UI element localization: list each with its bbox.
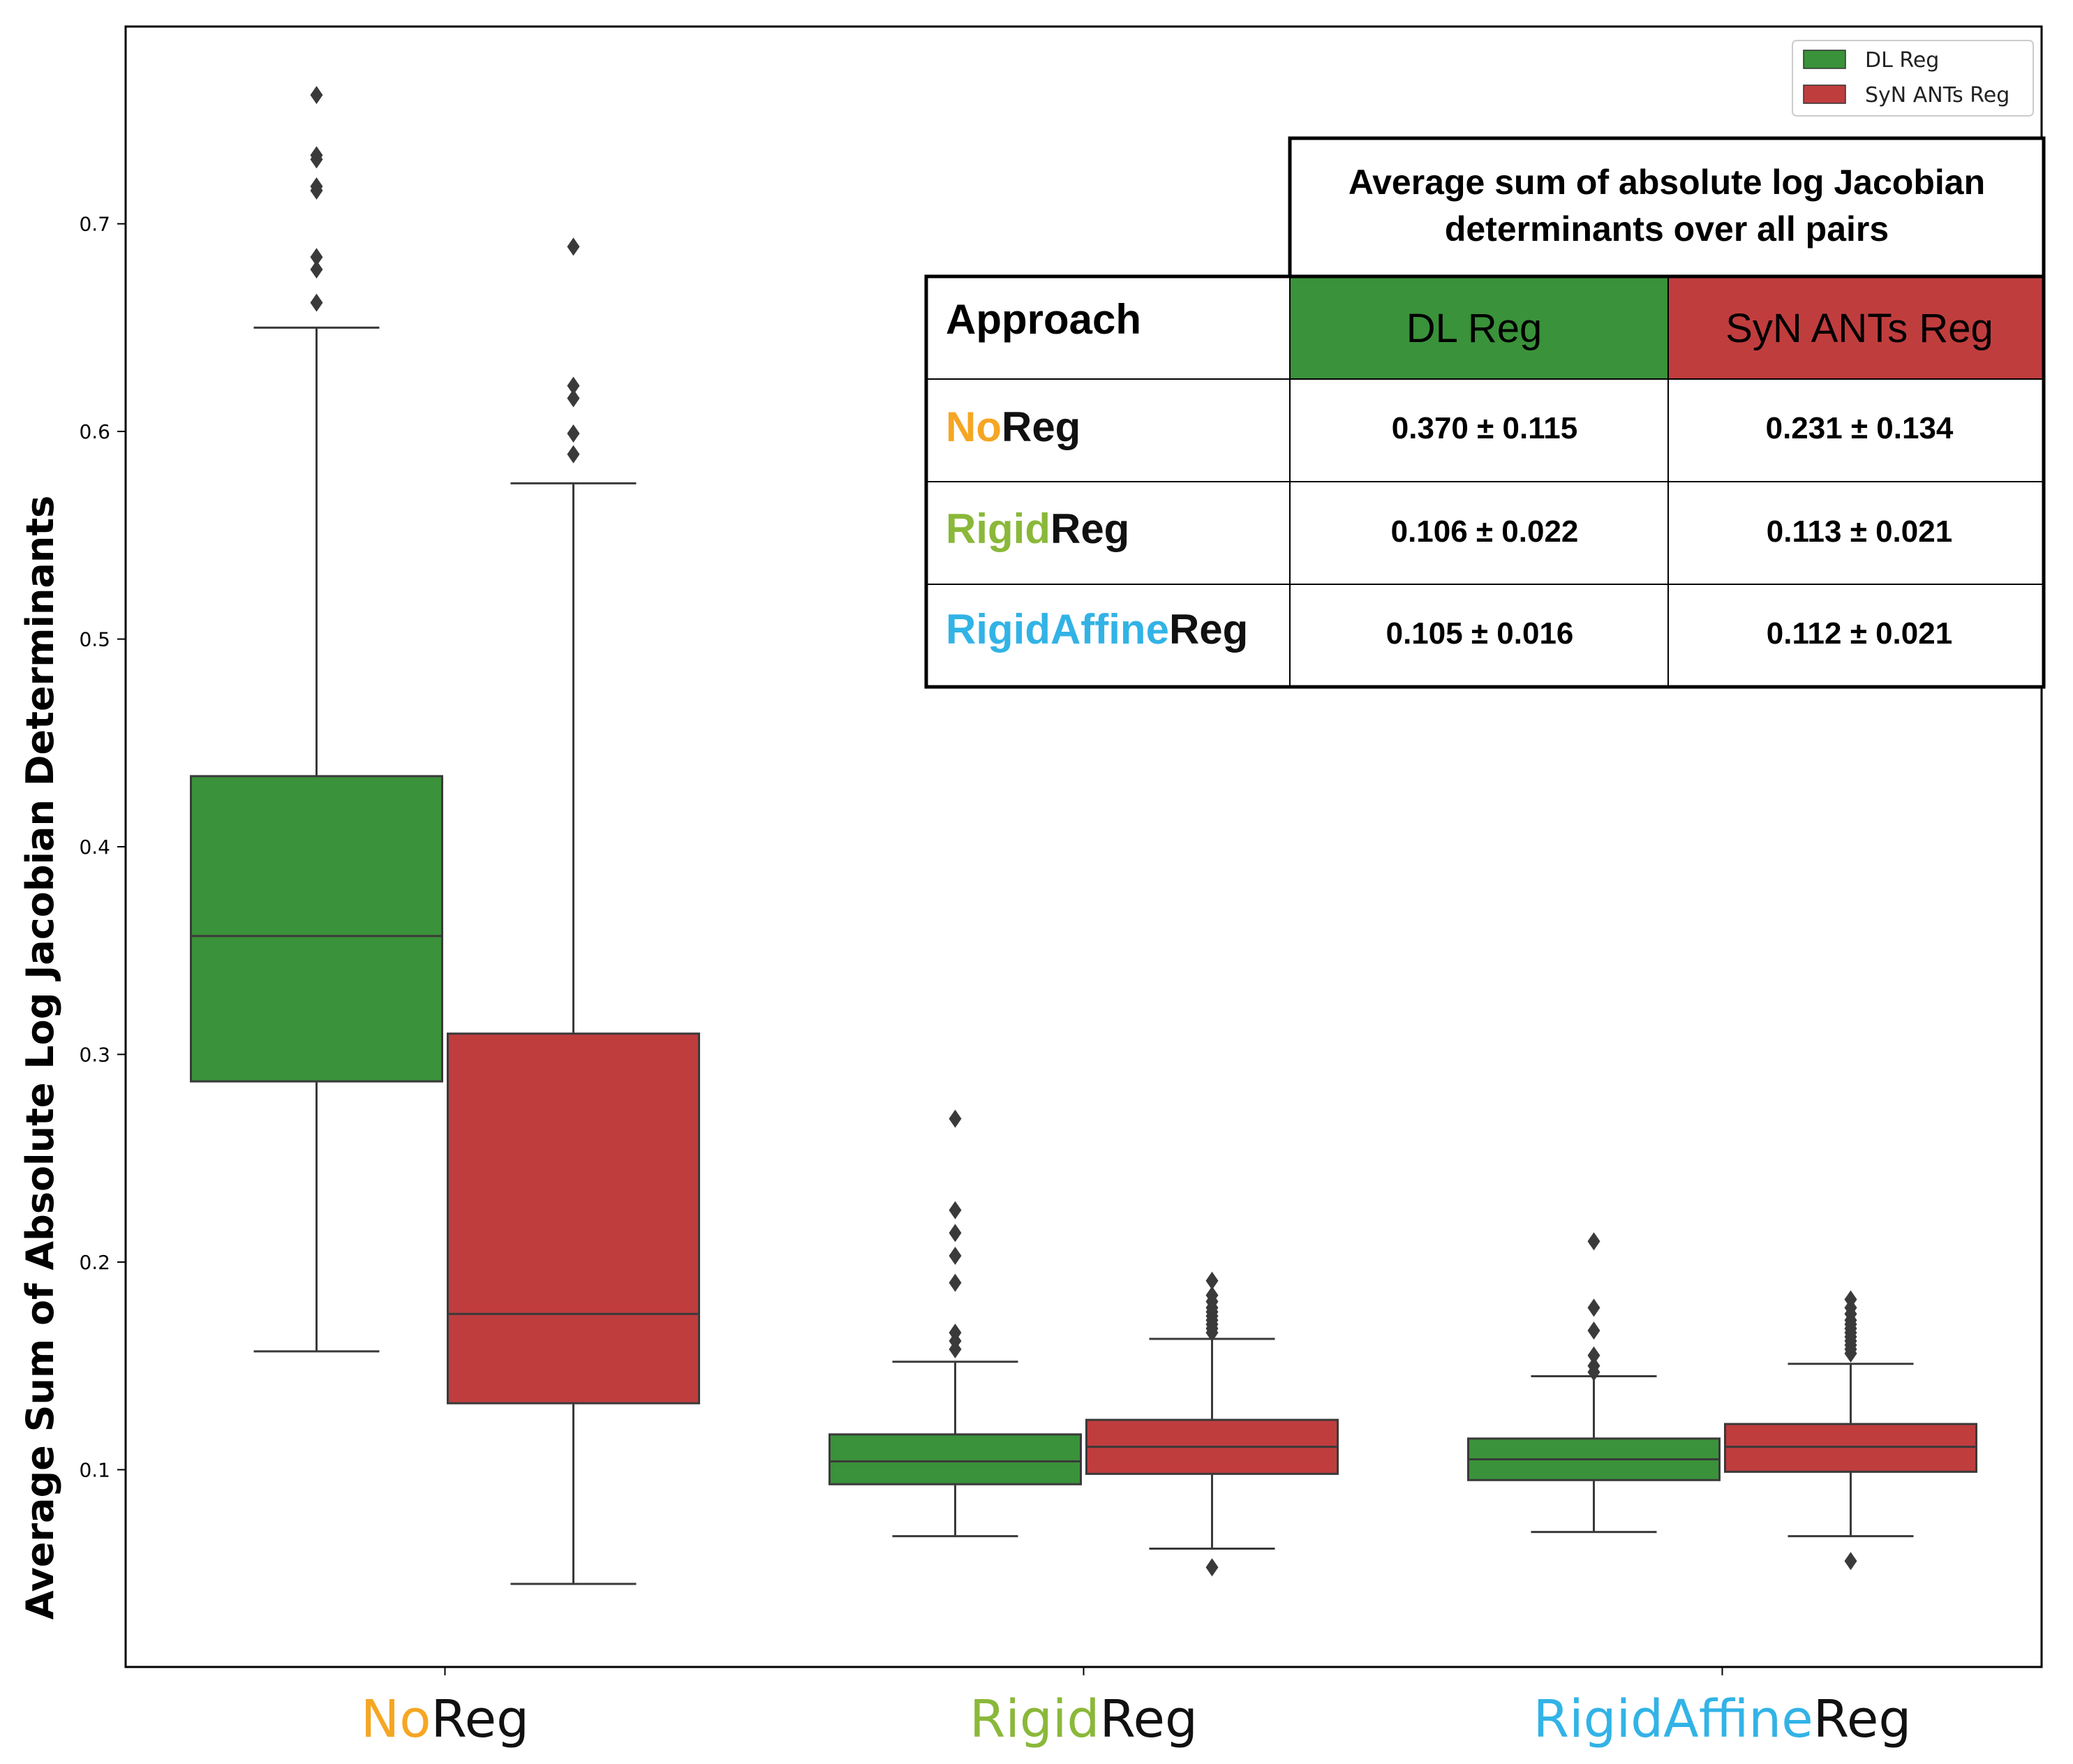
table-title-line-2: determinants over all pairs bbox=[1445, 209, 1889, 249]
y-tick-label: 0.6 bbox=[79, 420, 110, 443]
outlier-point bbox=[949, 1340, 962, 1358]
outlier-point bbox=[310, 181, 323, 200]
box-iqr bbox=[190, 775, 443, 1083]
x-tick-label-part: Rigid bbox=[969, 1689, 1099, 1749]
table-value-rigidaffinereg-syn-ants-reg: 0.112 ± 0.021 bbox=[1767, 616, 1952, 651]
x-tick-label-noreg: NoReg bbox=[361, 1689, 529, 1749]
table-col-header-syn-ants-reg: SyN ANTs Reg bbox=[1725, 306, 1993, 351]
table-header-approach-cell bbox=[926, 276, 1291, 380]
table-col-header-dl-reg-cell bbox=[1289, 276, 1669, 380]
table-row-label-rigidreg: RigidReg bbox=[946, 505, 1129, 552]
outlier-point bbox=[1844, 1344, 1857, 1363]
legend-box bbox=[1792, 40, 2034, 117]
outlier-point bbox=[567, 237, 580, 256]
legend-swatch-syn-ants-reg bbox=[1803, 84, 1846, 104]
table-value-noreg-dl-reg: 0.370 ± 0.115 bbox=[1392, 411, 1577, 445]
table-row-label-cell bbox=[926, 584, 1291, 688]
box-iqr bbox=[829, 1433, 1082, 1485]
table-body-border bbox=[924, 274, 2046, 689]
legend: DL Reg SyN ANTs Reg bbox=[1792, 40, 2034, 117]
outlier-point bbox=[567, 445, 580, 464]
table-value-rigidreg-syn-ants-reg: 0.113 ± 0.021 bbox=[1767, 514, 1952, 549]
table-value-noreg-syn-ants-reg: 0.231 ± 0.134 bbox=[1766, 411, 1954, 445]
outlier-point bbox=[1587, 1363, 1600, 1381]
x-tick-label-part: RigidAffine bbox=[1533, 1689, 1813, 1749]
box-iqr bbox=[447, 1032, 700, 1404]
outlier-point bbox=[1844, 1552, 1857, 1571]
x-tick-label-part: Reg bbox=[1099, 1689, 1198, 1749]
y-tick-label: 0.1 bbox=[79, 1458, 110, 1481]
table-row-label-noreg: NoReg bbox=[946, 403, 1080, 450]
outlier-point bbox=[1205, 1271, 1219, 1290]
outlier-point bbox=[1587, 1321, 1600, 1340]
outlier-point bbox=[1587, 1232, 1600, 1251]
x-tick-label-rigidaffinereg: RigidAffineReg bbox=[1533, 1689, 1912, 1749]
box-syn-ants-reg-rigidaffinereg bbox=[1724, 1290, 1977, 1571]
outlier-point bbox=[949, 1109, 962, 1128]
table-row-label-rigidaffinereg: RigidAffineReg bbox=[946, 606, 1248, 653]
x-tick-label-part: Reg bbox=[431, 1689, 530, 1749]
table-title-cell bbox=[1288, 136, 2046, 279]
table-row-label-cell bbox=[926, 481, 1291, 585]
table-cell bbox=[1667, 481, 2044, 585]
outlier-point bbox=[310, 293, 323, 312]
outlier-point bbox=[310, 248, 323, 267]
outlier-point bbox=[310, 150, 323, 169]
legend-label-dl-reg: DL Reg bbox=[1865, 48, 1939, 73]
outlier-point bbox=[567, 376, 580, 395]
table-cell bbox=[1667, 378, 2044, 482]
results-table: Average sum of absolute log Jacobian det… bbox=[924, 136, 2046, 689]
y-tick-label: 0.5 bbox=[79, 628, 110, 651]
x-tick-label-rigidreg: RigidReg bbox=[969, 1689, 1198, 1749]
box-syn-ants-reg-rigidreg bbox=[1085, 1271, 1339, 1577]
table-row-label-cell bbox=[926, 378, 1291, 482]
table-col-header-dl-reg: DL Reg bbox=[1406, 306, 1543, 351]
box-syn-ants-reg-noreg bbox=[447, 237, 700, 1585]
x-tick-label-part: No bbox=[361, 1689, 431, 1749]
table-title-line-1: Average sum of absolute log Jacobian bbox=[1348, 163, 1985, 202]
outlier-point bbox=[310, 260, 323, 279]
y-axis-label: Average Sum of Absolute Log Jacobian Det… bbox=[18, 496, 62, 1620]
outlier-point bbox=[1205, 1324, 1219, 1342]
table-value-rigidaffinereg-dl-reg: 0.105 ± 0.016 bbox=[1386, 616, 1574, 651]
outlier-point bbox=[310, 86, 323, 105]
x-tick-label-part: Reg bbox=[1813, 1689, 1912, 1749]
outlier-point bbox=[949, 1224, 962, 1243]
box-dl-reg-noreg bbox=[190, 86, 443, 1353]
outlier-point bbox=[567, 389, 580, 408]
box-dl-reg-rigidreg bbox=[829, 1109, 1082, 1538]
outlier-point bbox=[949, 1273, 962, 1292]
outlier-point bbox=[949, 1201, 962, 1220]
y-tick-label: 0.7 bbox=[79, 213, 110, 236]
y-tick-label: 0.4 bbox=[79, 836, 110, 859]
legend-label-syn-ants-reg: SyN ANTs Reg bbox=[1865, 83, 2009, 108]
outlier-point bbox=[1205, 1558, 1219, 1577]
outlier-point bbox=[567, 424, 580, 443]
y-tick-label: 0.2 bbox=[79, 1251, 110, 1274]
legend-swatch-dl-reg bbox=[1803, 50, 1846, 69]
table-value-rigidreg-dl-reg: 0.106 ± 0.022 bbox=[1391, 514, 1579, 549]
table-header-approach: Approach bbox=[946, 296, 1141, 343]
table-cell bbox=[1667, 584, 2044, 688]
y-tick-label: 0.3 bbox=[79, 1043, 110, 1066]
outlier-point bbox=[1587, 1346, 1600, 1365]
table-cell bbox=[1289, 481, 1669, 585]
outlier-point bbox=[1587, 1298, 1600, 1317]
outlier-point bbox=[949, 1247, 962, 1266]
box-dl-reg-rigidaffinereg bbox=[1467, 1232, 1721, 1534]
